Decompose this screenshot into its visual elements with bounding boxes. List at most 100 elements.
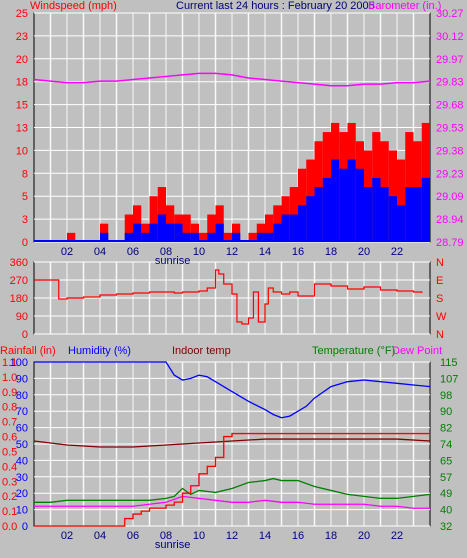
- wind-average-bar: [265, 232, 274, 242]
- direction-tick-label: 90: [16, 311, 28, 323]
- barometer-tick-label: 29.68: [436, 100, 464, 112]
- temperature-tick-label: 65: [440, 455, 452, 467]
- direction-tick-label: 180: [10, 293, 28, 305]
- wind-average-bar: [281, 214, 290, 242]
- legend-label: Rainfall (in): [0, 345, 56, 357]
- compass-label: E: [436, 275, 443, 287]
- temperature-tick-label: 49: [440, 488, 452, 500]
- humidity-tick-label: 100: [10, 357, 28, 369]
- indoor-temp-line: [33, 438, 431, 448]
- wind-gust-bar: [157, 187, 166, 242]
- wind-average-bar: [314, 187, 323, 242]
- wind-average-bar: [157, 214, 166, 242]
- rain-tick-label: 0.0: [2, 521, 17, 533]
- wind-average-bar: [421, 177, 430, 242]
- temperature-tick-label: 90: [440, 406, 452, 418]
- wind-gust-bar: [397, 159, 406, 242]
- rain-tick-label: 0.8: [2, 402, 17, 414]
- wind-gust-bar: [67, 232, 76, 242]
- wind-average-bar: [207, 232, 216, 242]
- barometer-tick-label: 28.79: [436, 237, 464, 249]
- wind-average-bar: [182, 232, 191, 242]
- compass-label: N: [436, 257, 444, 269]
- hour-label: 04: [94, 530, 106, 542]
- humidity-tick-label: 90: [16, 373, 28, 385]
- wind-gust-bar: [199, 232, 208, 242]
- wind-gust-bar: [182, 214, 191, 242]
- hour-label: 08: [160, 246, 172, 258]
- wind-gust-bar: [223, 232, 232, 242]
- wind-average-bar: [380, 187, 389, 242]
- barometer-tick-label: 29.83: [436, 77, 464, 89]
- rain-tick-label: 1.1: [2, 357, 17, 369]
- wind-tick-label: 20: [16, 54, 28, 66]
- humidity-tick-label: 70: [16, 406, 28, 418]
- wind-average-bar: [397, 205, 406, 242]
- wind-average-bar: [331, 159, 340, 242]
- hour-label: 22: [391, 530, 403, 542]
- temperature-tick-label: 82: [440, 423, 452, 435]
- chart-title: Current last 24 hours : February 20 2005: [176, 0, 375, 12]
- direction-tick-label: 270: [10, 275, 28, 287]
- hour-label: 06: [127, 246, 139, 258]
- humidity-line: [34, 361, 431, 419]
- wind-average-bar: [133, 223, 142, 242]
- temperature-tick-label: 57: [440, 472, 452, 484]
- hour-label: 02: [61, 246, 73, 258]
- windspeed-axis-title: Windspeed (mph): [30, 0, 117, 12]
- hour-label: 04: [94, 246, 106, 258]
- temperature-tick-label: 40: [440, 505, 452, 517]
- sunrise-label: sunrise: [155, 539, 190, 551]
- hour-label: 10: [193, 530, 205, 542]
- hour-label: 10: [193, 246, 205, 258]
- temperature-tick-label: 74: [440, 439, 452, 451]
- barometer-axis-title: Barometer (in.): [368, 0, 442, 12]
- sunrise-label: sunrise: [155, 255, 190, 267]
- humidity-tick-label: 30: [16, 472, 28, 484]
- temperature-tick-label: 115: [440, 357, 458, 369]
- rain-tick-label: 0.7: [2, 417, 17, 429]
- direction-tick-label: 360: [10, 257, 28, 269]
- hour-label: 08: [160, 530, 172, 542]
- wind-tick-label: 8: [22, 168, 28, 180]
- wind-gust-bar: [248, 232, 257, 242]
- wind-average-bar: [149, 223, 158, 242]
- humidity-tick-label: 20: [16, 488, 28, 500]
- wind-average-bar: [347, 159, 356, 242]
- wind-gust-bar: [124, 214, 133, 242]
- wind-average-bar: [124, 232, 133, 242]
- humidity-tick-label: 10: [16, 505, 28, 517]
- rain-tick-label: 0.3: [2, 476, 17, 488]
- rain-tick-label: 0.2: [2, 491, 17, 503]
- humidity-tick-label: 40: [16, 455, 28, 467]
- barometer-tick-label: 28.94: [436, 214, 464, 226]
- wind-tick-label: 18: [16, 77, 28, 89]
- compass-label: S: [436, 293, 443, 305]
- wind-tick-label: 25: [16, 8, 28, 20]
- wind-average-bar: [190, 232, 199, 242]
- hour-label: 14: [259, 246, 271, 258]
- wind-average-bar: [256, 232, 265, 242]
- wind-average-bar: [355, 168, 364, 242]
- wind-tick-label: 5: [22, 191, 28, 203]
- wind-tick-label: 0: [22, 237, 28, 249]
- rain-tick-label: 0.6: [2, 432, 17, 444]
- compass-label: N: [436, 329, 444, 341]
- hour-label: 22: [391, 246, 403, 258]
- barometer-tick-label: 29.09: [436, 191, 464, 203]
- barometer-tick-label: 29.23: [436, 168, 464, 180]
- rain-tick-label: 0.1: [2, 506, 17, 518]
- rain-tick-label: 0.9: [2, 387, 17, 399]
- wind-average-bar: [364, 187, 373, 242]
- wind-average-bar: [298, 205, 307, 242]
- rain-tick-label: 0.4: [2, 461, 17, 473]
- hour-label: 14: [259, 530, 271, 542]
- compass-label: W: [436, 311, 447, 323]
- humidity-tick-label: 50: [16, 439, 28, 451]
- wind-average-bar: [215, 223, 224, 242]
- hour-label: 12: [226, 246, 238, 258]
- wind-average-bar: [141, 232, 150, 242]
- wind-tick-label: 13: [16, 123, 28, 135]
- wind-average-bar: [166, 223, 175, 242]
